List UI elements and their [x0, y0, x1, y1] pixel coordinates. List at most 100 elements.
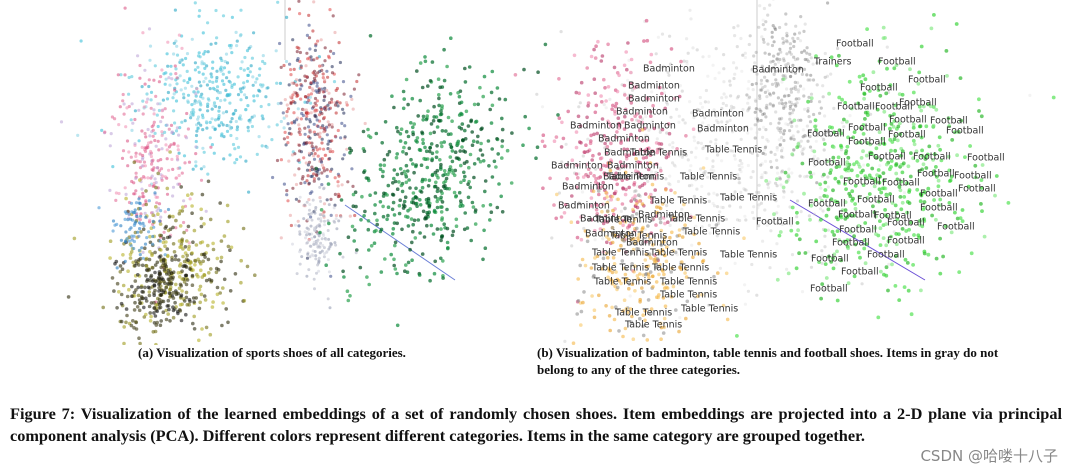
point	[776, 69, 781, 73]
point	[162, 230, 166, 234]
point	[276, 0, 280, 4]
point	[426, 109, 430, 113]
point	[164, 137, 168, 141]
point	[305, 75, 309, 79]
point	[133, 142, 137, 146]
point	[325, 198, 329, 202]
point	[322, 202, 327, 206]
point	[763, 170, 767, 175]
point	[145, 236, 149, 240]
point	[307, 13, 311, 17]
point	[862, 163, 866, 167]
point	[759, 78, 764, 82]
point	[246, 104, 250, 108]
point	[140, 246, 144, 250]
point	[823, 245, 827, 249]
point	[643, 192, 648, 196]
point	[317, 234, 321, 238]
point	[413, 195, 418, 199]
point	[435, 144, 439, 148]
point	[744, 188, 748, 192]
point	[321, 72, 325, 76]
point	[226, 244, 231, 249]
point	[295, 272, 299, 276]
point	[330, 242, 333, 246]
point	[632, 182, 636, 187]
point	[720, 159, 724, 163]
point	[180, 277, 184, 281]
point	[180, 269, 184, 274]
point	[758, 96, 762, 101]
point	[797, 31, 802, 35]
point	[771, 104, 775, 108]
point	[404, 77, 409, 82]
point	[818, 111, 822, 115]
point	[766, 42, 770, 46]
point	[462, 170, 466, 175]
point	[830, 229, 835, 234]
point	[911, 263, 915, 267]
point	[392, 213, 397, 217]
point-label: Football	[946, 126, 984, 137]
point	[746, 109, 750, 113]
point	[780, 222, 785, 226]
point	[720, 96, 724, 100]
point	[144, 296, 148, 301]
point	[123, 186, 127, 190]
point	[153, 64, 157, 68]
point	[759, 82, 763, 86]
point	[307, 160, 312, 164]
point	[755, 190, 759, 194]
point	[243, 93, 247, 97]
point	[420, 130, 424, 135]
point	[788, 205, 792, 209]
point	[425, 223, 429, 228]
point	[124, 211, 129, 215]
point	[151, 242, 155, 246]
point	[297, 158, 301, 162]
point	[362, 170, 366, 175]
point	[596, 176, 601, 180]
point	[336, 184, 340, 188]
point	[771, 24, 775, 28]
point	[374, 131, 379, 136]
point	[677, 154, 682, 158]
point	[118, 264, 123, 268]
point	[615, 89, 620, 94]
point	[168, 287, 173, 292]
point	[859, 170, 864, 175]
point	[337, 174, 341, 178]
point	[459, 100, 464, 105]
point	[939, 192, 943, 196]
point	[788, 104, 793, 108]
point	[386, 183, 391, 188]
point	[279, 101, 283, 105]
point	[321, 124, 325, 128]
point	[198, 108, 202, 112]
point	[634, 85, 638, 89]
point	[201, 31, 205, 35]
point	[110, 276, 115, 280]
point	[744, 218, 748, 222]
point	[877, 187, 882, 192]
point	[118, 270, 123, 274]
point	[223, 98, 227, 102]
point	[668, 143, 672, 147]
point	[148, 44, 153, 48]
point	[285, 15, 289, 19]
point	[578, 101, 582, 105]
point	[353, 213, 357, 218]
point	[198, 284, 203, 289]
point	[599, 59, 604, 63]
point	[864, 40, 868, 44]
point	[653, 188, 657, 192]
point	[565, 177, 569, 181]
point	[870, 166, 875, 171]
point	[144, 257, 148, 262]
point	[602, 77, 606, 82]
point	[671, 161, 675, 165]
point	[299, 181, 303, 185]
point	[839, 143, 843, 148]
point-label: Football	[836, 39, 874, 50]
point	[379, 270, 384, 274]
